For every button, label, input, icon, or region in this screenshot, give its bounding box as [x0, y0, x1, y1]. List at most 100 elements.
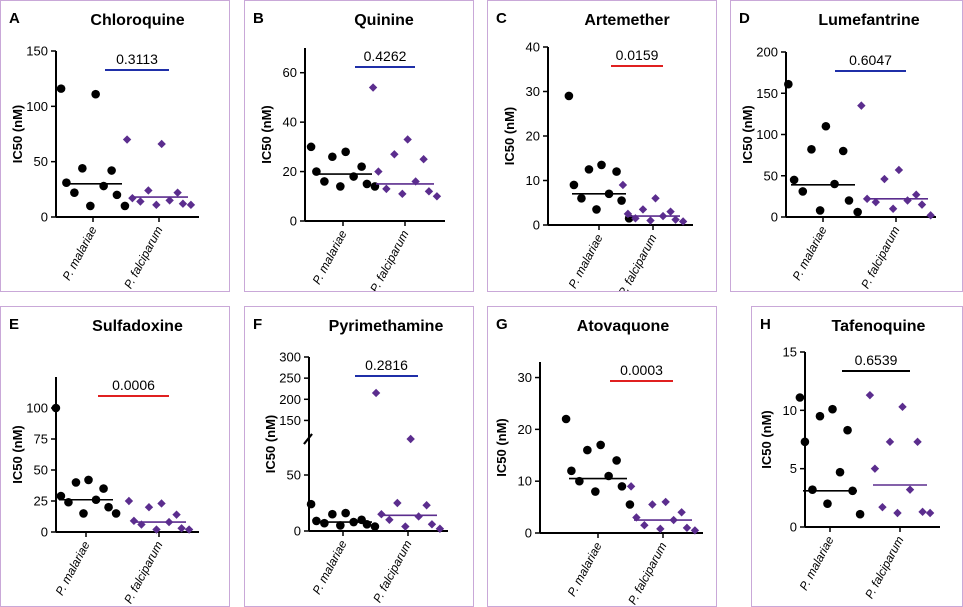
data-point [435, 524, 445, 533]
data-point [597, 160, 606, 170]
panel-d: D Lumefantrine 0 50 100 150 200 IC50 (nM) P. mal… [730, 0, 963, 292]
plot-title: Sulfadoxine [92, 318, 183, 335]
panel-g: G Atovaquone 0 10 20 30 IC50 (nM) P. malariae P.… [487, 306, 717, 607]
y-tick-label: 25 [34, 494, 48, 509]
panel-h: H Tafenoquine 0 5 10 15 IC50 (nM) P. malariae P.… [751, 306, 963, 607]
data-point [56, 491, 66, 501]
y-tick-label: 50 [34, 154, 48, 169]
data-point [312, 516, 321, 526]
y-tick-label: 75 [34, 432, 48, 447]
x-category-label: P. falciparum [121, 539, 166, 606]
plot-f: F Pyrimethamine 0 50 150 200 250 300 IC50 (nM) P.… [253, 316, 448, 605]
data-point [821, 121, 831, 131]
panel-letter: E [9, 316, 19, 333]
y-tick-label: 300 [279, 350, 301, 365]
data-point [129, 516, 139, 526]
plot-title: Artemether [584, 12, 669, 29]
panel-letter: D [739, 10, 750, 27]
x-category-label: P. falciparum [862, 534, 907, 601]
y-tick-label: 200 [279, 392, 301, 407]
panel-c: C Artemether 0 10 20 30 40 IC50 (nM) P. malariae… [487, 0, 717, 292]
data-point [128, 193, 137, 203]
data-point [583, 445, 592, 455]
data-point [626, 482, 636, 491]
data-point [567, 466, 576, 476]
panel-letter: C [496, 10, 507, 27]
data-point [341, 147, 350, 157]
axis-break-mark [303, 433, 313, 445]
plot-c: C Artemether 0 10 20 30 40 IC50 (nM) P. malariae… [496, 10, 693, 291]
data-point [917, 200, 927, 209]
data-point [99, 484, 108, 493]
data-point [656, 524, 665, 534]
data-point [328, 509, 337, 519]
data-point [71, 478, 81, 487]
x-category-label: P. falciparum [858, 224, 903, 291]
panel-b: B Quinine 0 20 40 60 IC50 (nM) P. malariae P. fa… [244, 0, 474, 292]
data-point [122, 135, 132, 144]
data-point [320, 518, 329, 528]
y-tick-label: 250 [279, 371, 301, 386]
data-point [414, 512, 423, 521]
y-tick-label: 20 [526, 129, 540, 144]
data-point [671, 215, 680, 224]
data-point [382, 184, 391, 194]
x-category-label: P. malariae [566, 232, 606, 291]
data-point [112, 190, 122, 200]
panel-letter: A [9, 10, 20, 27]
data-point [640, 521, 649, 530]
data-point [427, 520, 437, 529]
y-axis-label: IC50 (nM) [740, 105, 755, 164]
y-axis-label: IC50 (nM) [502, 107, 517, 166]
data-point [56, 84, 66, 93]
data-point [393, 498, 402, 508]
panel-letter: B [253, 10, 264, 27]
plot-b: B Quinine 0 20 40 60 IC50 (nM) P. malariae P. fa… [253, 10, 445, 291]
data-point [368, 83, 378, 92]
data-point [406, 434, 415, 444]
y-tick-label: 5 [790, 461, 797, 476]
data-point [374, 167, 383, 176]
data-point [424, 187, 434, 196]
data-point [320, 177, 329, 186]
data-point [800, 437, 810, 447]
data-point [385, 515, 394, 524]
data-point [612, 167, 621, 176]
y-tick-label: 0 [771, 210, 778, 225]
data-point [795, 393, 805, 402]
x-category-label: P. malariae [53, 539, 93, 598]
panel-e: E Sulfadoxine 0 25 50 75 100 IC50 (nM) P. malari… [0, 306, 230, 607]
data-point [898, 402, 907, 412]
data-point [306, 499, 316, 509]
y-tick-label: 0 [290, 214, 297, 229]
y-tick-label: 0 [790, 520, 797, 535]
y-axis-label: IC50 (nM) [10, 105, 25, 164]
x-category-label: P. falciparum [370, 538, 415, 605]
data-point [918, 507, 927, 517]
x-category-label: P. falciparum [625, 540, 670, 606]
y-tick-label: 20 [283, 164, 297, 179]
data-point [70, 188, 79, 197]
data-point [835, 467, 845, 477]
data-point [78, 164, 87, 173]
data-point [306, 142, 316, 152]
data-point [815, 206, 825, 215]
data-point [178, 199, 188, 208]
data-point [880, 174, 889, 184]
data-point [646, 216, 655, 225]
y-tick-label: 100 [26, 401, 48, 416]
p-value-label: 0.6047 [849, 52, 892, 68]
x-category-label: P. falciparum [615, 232, 660, 291]
data-point [617, 482, 627, 491]
p-value-label: 0.3113 [116, 51, 158, 67]
x-category-label: P. malariae [565, 540, 605, 599]
data-point [111, 509, 121, 518]
data-point [86, 201, 95, 211]
data-point [157, 499, 166, 508]
y-tick-label: 0 [533, 218, 540, 233]
data-point [584, 165, 594, 174]
x-category-label: P. malariae [310, 538, 350, 597]
data-point [823, 499, 832, 508]
data-point [398, 189, 407, 199]
